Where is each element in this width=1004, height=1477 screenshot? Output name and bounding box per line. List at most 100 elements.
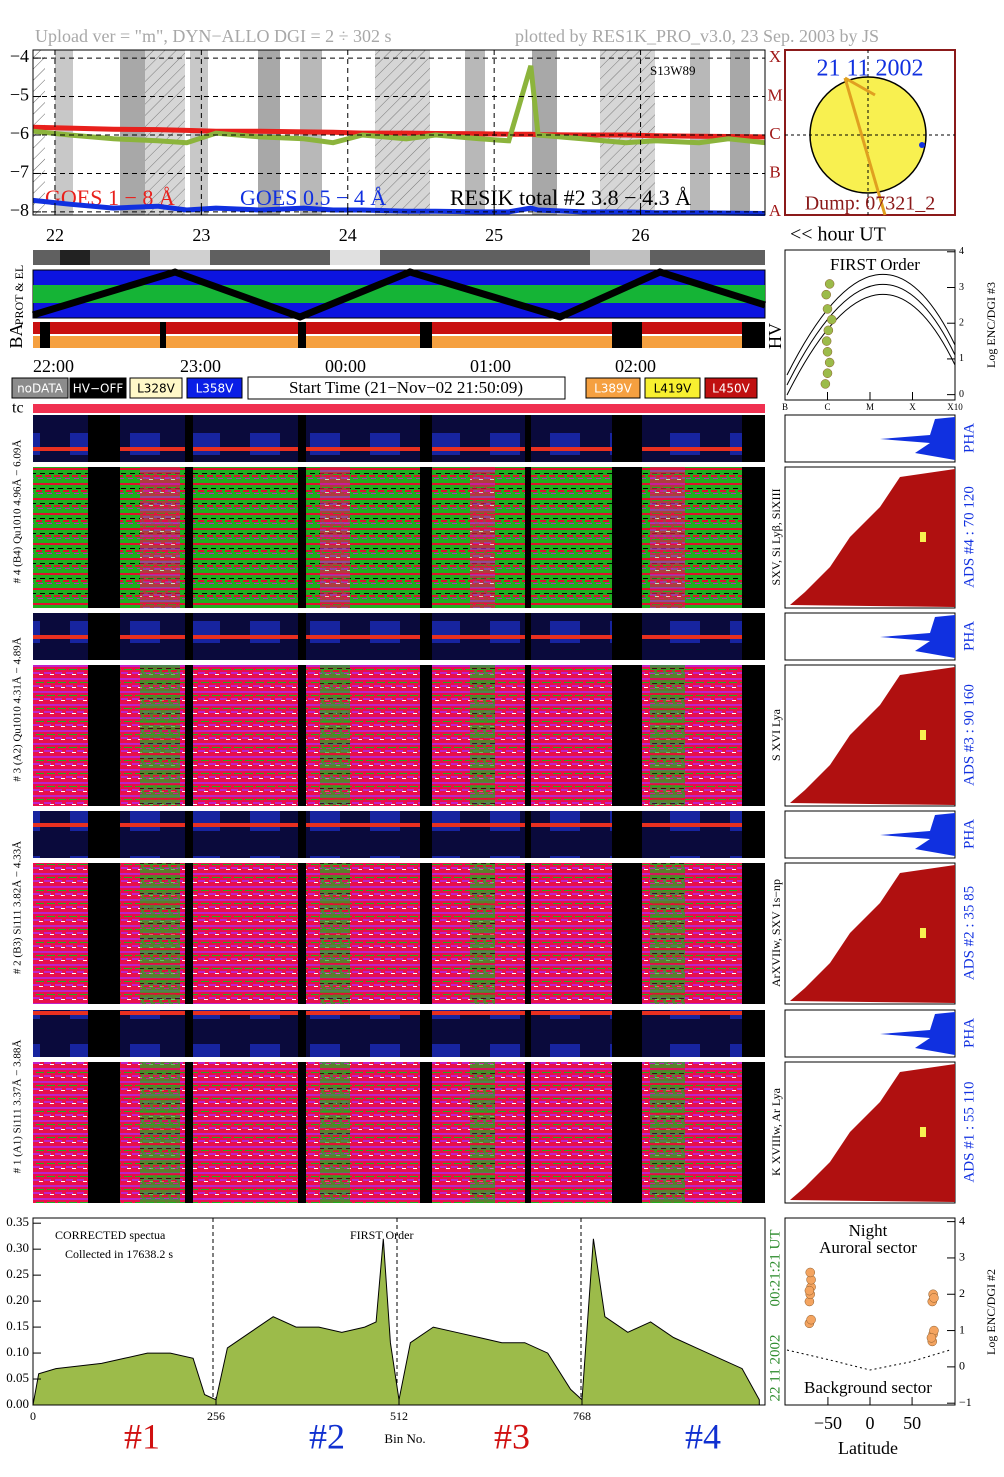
spectrogram-band xyxy=(470,665,495,806)
scatter-point xyxy=(822,368,833,378)
time-label: 00:00 xyxy=(325,356,366,376)
data-gap xyxy=(88,613,120,660)
start-box xyxy=(247,376,566,400)
section-label: #1 xyxy=(124,1416,160,1456)
y-tick-label: 0.05 xyxy=(6,1370,29,1385)
y-tick-label: 0.30 xyxy=(6,1240,29,1255)
tc-label: tc xyxy=(12,400,24,417)
hour-label: << hour UT xyxy=(790,224,886,246)
pha-label: PHA xyxy=(961,1018,977,1048)
scatter-point xyxy=(822,347,833,357)
data-gap xyxy=(88,415,120,462)
scatter-point xyxy=(827,314,837,325)
x-tick-label: 0 xyxy=(866,1413,875,1433)
legend-resik: RESIK total #2 3.8 − 4.3 Å xyxy=(450,185,691,210)
first-order-curves xyxy=(786,273,956,396)
scatter-point xyxy=(821,289,831,300)
y-tick-label: 3 xyxy=(959,1250,965,1264)
lat-annotation: Background sector xyxy=(804,1378,932,1397)
legend-label: noDATA xyxy=(17,382,64,396)
data-gap xyxy=(298,811,306,858)
data-gap xyxy=(88,1010,120,1057)
pha-strip xyxy=(33,613,765,660)
data-gap xyxy=(298,415,306,462)
data-gap xyxy=(612,613,642,660)
spectrum-subtitle: Collected in 17638.2 s xyxy=(65,1247,173,1261)
legend-label: L328V xyxy=(137,382,176,396)
time-label: 23:00 xyxy=(180,356,221,376)
legend-label: L389V xyxy=(594,382,633,396)
ads-histogram xyxy=(790,1064,955,1202)
y-tick-label: 0.20 xyxy=(6,1292,29,1307)
y-tick-label: 0.25 xyxy=(6,1266,29,1281)
x-tick-label: 23 xyxy=(192,225,210,245)
data-gap xyxy=(420,811,432,858)
sun-date: 21 11 2002 xyxy=(816,56,923,82)
spectrogram-band xyxy=(470,863,495,1004)
ads-label: ADS #1 : 55 110 xyxy=(961,1081,977,1182)
scatter-point xyxy=(824,357,835,368)
section-label: #4 xyxy=(685,1416,721,1456)
data-gap xyxy=(612,1010,642,1057)
y-tick-label: 2 xyxy=(959,1286,965,1300)
ads-marker xyxy=(920,928,926,938)
ads-histogram xyxy=(790,469,955,607)
spectrum-annotation: FIRST Order xyxy=(350,1228,413,1242)
row-range: # 2 (B3) Si111 3.82Å − 4.33Å xyxy=(12,841,24,974)
spectrogram-band xyxy=(320,863,350,1004)
data-gap xyxy=(742,1010,765,1057)
y-tick-label: 4 xyxy=(959,1213,965,1227)
legend-swatch xyxy=(644,377,701,399)
status-legend: noDATA HV−OFF L328V L358V L389V L419V L450V xyxy=(11,377,758,399)
data-gap xyxy=(742,1062,765,1203)
pha-label: PHA xyxy=(961,819,977,849)
legend-swatch xyxy=(69,377,127,399)
scatter-point xyxy=(823,325,834,336)
tc-bar xyxy=(33,404,765,413)
legend-label: HV−OFF xyxy=(73,382,124,396)
data-gap xyxy=(185,613,193,660)
header-left: Upload ver = "m", DYN−ALLO DGI = 2 ÷ 302… xyxy=(35,26,391,46)
lat-title: Night xyxy=(849,1221,888,1240)
spectrum-area xyxy=(32,1238,760,1406)
section-dividers xyxy=(212,1218,582,1405)
row-range: # 4 (B4) Qu1010 4.96Å − 6.09Å xyxy=(12,440,24,584)
data-gap xyxy=(185,1010,193,1057)
data-gap xyxy=(298,1062,306,1203)
spectrogram-band xyxy=(140,863,180,1004)
y-tick-label: −6 xyxy=(10,123,29,143)
x-tick-label: 0 xyxy=(30,1409,36,1423)
y-tick-label: 1 xyxy=(959,353,964,364)
x-tick-label: 256 xyxy=(207,1409,225,1423)
sun-dump: Dump: 07321_2 xyxy=(805,193,936,215)
time-label: 22:00 xyxy=(33,356,74,376)
spectrogram-band xyxy=(650,1062,685,1203)
data-gap xyxy=(420,415,432,462)
pha-histogram xyxy=(880,1012,955,1055)
ads-label: ADS #4 : 70 120 xyxy=(961,486,977,588)
y-tick-label: −1 xyxy=(959,1395,972,1409)
spectrogram-band xyxy=(320,1062,350,1203)
x-tick-label: 768 xyxy=(573,1409,591,1423)
flare-class: M xyxy=(767,85,782,104)
scatter-point xyxy=(926,1333,937,1343)
flare-class: C xyxy=(769,124,780,143)
data-gap xyxy=(525,811,531,858)
ads-label: ADS #2 : 35 85 xyxy=(961,886,977,980)
data-gap xyxy=(420,613,432,660)
data-gap xyxy=(185,665,193,806)
row-range: # 3 (A2) Qu1010 4.31Å − 4.89Å xyxy=(12,637,24,781)
line-label: S XVI Lya xyxy=(769,708,783,761)
line-label: SXV, Si Lyβ, SiXIII xyxy=(769,489,783,586)
scatter-point xyxy=(820,379,831,389)
first-y-label: Log ENC/DGI #3 xyxy=(984,282,998,368)
data-gap xyxy=(88,811,120,858)
y-tick-label: −7 xyxy=(10,162,29,182)
spectrogram-band xyxy=(140,467,180,608)
spectrogram-band xyxy=(470,467,495,608)
ba-label: BA xyxy=(6,323,26,348)
boundary-line xyxy=(786,1349,951,1371)
data-gap xyxy=(525,1010,531,1057)
